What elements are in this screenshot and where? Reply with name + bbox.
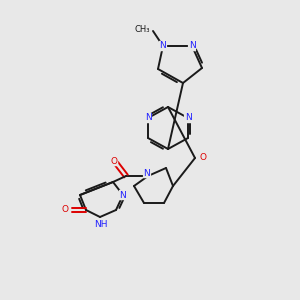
Text: N: N — [144, 169, 150, 178]
Text: N: N — [189, 41, 195, 50]
Text: N: N — [145, 113, 152, 122]
Text: O: O — [200, 154, 207, 163]
Text: O: O — [110, 157, 118, 166]
Text: N: N — [184, 113, 191, 122]
Text: CH₃: CH₃ — [134, 26, 150, 34]
Text: NH: NH — [94, 220, 108, 229]
Text: N: N — [160, 41, 167, 50]
Text: N: N — [120, 190, 126, 200]
Text: O: O — [62, 206, 69, 214]
